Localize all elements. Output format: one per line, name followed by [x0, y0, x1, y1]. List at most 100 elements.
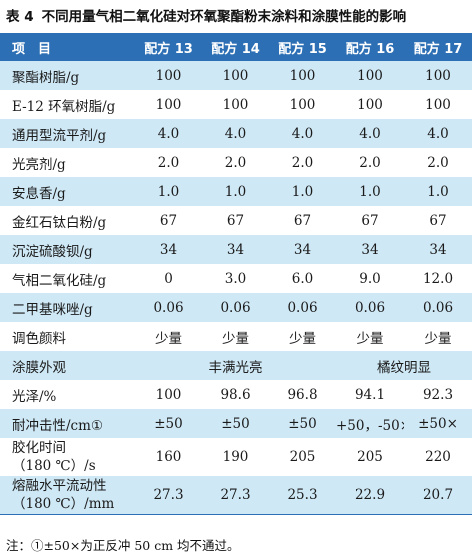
value-cell: 1.0: [157, 183, 180, 200]
value-cell: 160: [155, 449, 182, 465]
value-cell: 100: [222, 96, 249, 113]
table-row: 胶化时间 （180 ℃）/s 160 190 205 205 220: [0, 438, 472, 476]
value-cell: 67: [293, 212, 312, 229]
row-label-line: （180 ℃）/mm: [12, 495, 115, 512]
row-label: 二甲基咪唑/g: [12, 301, 93, 318]
row-label: 调色颜料: [12, 330, 66, 347]
header-cell-formula-16: 配方 16: [336, 33, 404, 61]
value-cell: 1.0: [224, 183, 247, 200]
value-cell: 4.0: [157, 125, 180, 142]
row-label: 耐冲击性/cm①: [12, 417, 104, 434]
value-cell: +50，-50×: [336, 417, 404, 434]
table-row: 沉淀硫酸钡/g 34 34 34 34 34: [0, 235, 472, 264]
value-cell: 1.0: [427, 183, 449, 200]
value-cell: 4.0: [427, 125, 449, 142]
table-row: 气相二氧化硅/g 0 3.0 6.0 9.0 12.0: [0, 264, 472, 293]
header-cell-formula-15: 配方 15: [269, 33, 336, 61]
table-caption: 表 4 不同用量气相二氧化硅对环氧聚酯粉末涂料和涂膜性能的影响: [6, 6, 466, 28]
table-row: 熔融水平流动性 （180 ℃）/mm 27.3 27.3 25.3 22.9 20.7: [0, 476, 472, 515]
value-cell: 94.1: [354, 386, 386, 403]
value-cell: 27.3: [135, 476, 202, 515]
value-cell: 67: [226, 212, 245, 229]
value-cell: 20.7: [404, 476, 472, 515]
table-row: 安息香/g 1.0 1.0 1.0 1.0 1.0: [0, 177, 472, 206]
table-row: 通用型流平剂/g 4.0 4.0 4.0 4.0 4.0: [0, 119, 472, 148]
row-label: 通用型流平剂/g: [12, 127, 107, 144]
table-row: E-12 环氧树脂/g 100 100 100 100 100: [0, 90, 472, 119]
value-cell: 少量: [356, 330, 384, 347]
row-label-line: （180 ℃）/s: [12, 458, 96, 474]
value-cell: 1.0: [359, 183, 381, 200]
value-cell: 3.0: [224, 270, 247, 287]
value-cell: 4.0: [359, 125, 381, 142]
value-cell: 92.3: [422, 386, 454, 403]
row-label: 光泽/%: [12, 388, 57, 405]
value-cell: 2.0: [427, 154, 449, 171]
row-label: 金红石钛白粉/g: [12, 214, 107, 231]
value-cell: 0.06: [422, 299, 454, 316]
value-cell: ±50: [221, 415, 250, 432]
row-label: 气相二氧化硅/g: [12, 272, 107, 289]
row-label: E-12 环氧树脂/g: [12, 98, 116, 115]
value-cell: 34: [429, 241, 447, 258]
row-label: 沉淀硫酸钡/g: [12, 243, 93, 260]
value-cell: 22.9: [336, 476, 404, 515]
value-cell: 少量: [222, 330, 249, 347]
table-row: 耐冲击性/cm① ±50 ±50 ±50 +50，-50× ±50×: [0, 409, 472, 438]
header-row: 项 目 配方 13 配方 14 配方 15 配方 16 配方 17: [0, 33, 472, 61]
value-cell: 205: [357, 449, 383, 465]
value-cell: ±50: [288, 415, 317, 432]
value-cell: ±50: [154, 415, 183, 432]
value-cell: 220: [425, 449, 451, 465]
table-row: 金红石钛白粉/g 67 67 67 67 67: [0, 206, 472, 235]
row-label-line: 熔融水平流动性: [12, 477, 107, 494]
value-cell: 100: [289, 67, 316, 84]
value-cell: 4.0: [291, 125, 314, 142]
value-cell: 100: [357, 96, 383, 113]
value-cell: 100: [155, 386, 182, 403]
table-row: 涂膜外观 丰满光亮 橘纹明显: [0, 351, 472, 380]
table-row: 聚酯树脂/g 100 100 100 100 100: [0, 61, 472, 90]
value-cell: ±50×: [418, 415, 458, 432]
row-label-line: 胶化时间: [12, 440, 66, 456]
value-cell: 2.0: [291, 154, 314, 171]
value-cell: 1.0: [291, 183, 314, 200]
header-cell-item: 项 目: [0, 33, 135, 61]
table-number: 表 4: [6, 9, 34, 25]
value-cell: 34: [226, 241, 245, 258]
value-cell: 2.0: [359, 154, 381, 171]
value-cell: 100: [425, 96, 451, 113]
value-cell: 少量: [424, 330, 452, 347]
value-cell: 2.0: [157, 154, 180, 171]
row-label: 光亮剂/g: [12, 156, 66, 173]
value-cell: 0.06: [354, 299, 386, 316]
table-row: 光亮剂/g 2.0 2.0 2.0 2.0 2.0: [0, 148, 472, 177]
value-cell: 34: [361, 241, 379, 258]
value-cell: 205: [289, 449, 316, 465]
row-label: 涂膜外观: [12, 359, 66, 376]
value-cell: 9.0: [359, 270, 381, 287]
value-cell: 34: [293, 241, 312, 258]
value-cell: 25.3: [269, 476, 336, 515]
value-cell: 0.06: [287, 299, 318, 316]
row-label: 熔融水平流动性 （180 ℃）/mm: [0, 476, 135, 515]
value-cell: 0.06: [220, 299, 251, 316]
value-cell: 2.0: [224, 154, 247, 171]
value-cell: 少量: [155, 330, 182, 347]
table-row: 调色颜料 少量 少量 少量 少量 少量: [0, 322, 472, 351]
value-cell: 4.0: [224, 125, 247, 142]
appearance-group-orange-peel: 橘纹明显: [377, 359, 431, 376]
value-cell: 67: [429, 212, 447, 229]
appearance-group-glossy: 丰满光亮: [208, 359, 263, 376]
value-cell: 0.06: [153, 299, 184, 316]
value-cell: 100: [222, 67, 249, 84]
value-cell: 67: [361, 212, 379, 229]
value-cell: 98.6: [220, 386, 251, 403]
table-row: 光泽/% 100 98.6 96.8 94.1 92.3: [0, 380, 472, 409]
table-row: 二甲基咪唑/g 0.06 0.06 0.06 0.06 0.06: [0, 293, 472, 322]
table-title: 不同用量气相二氧化硅对环氧聚酯粉末涂料和涂膜性能的影响: [41, 9, 407, 25]
table-footnote: 注：①±50×为正反冲 50 cm 均不通过。: [6, 538, 240, 553]
value-cell: 100: [289, 96, 316, 113]
data-table: 项 目 配方 13 配方 14 配方 15 配方 16 配方 17 聚酯树脂/g…: [0, 33, 472, 515]
value-cell: 0: [164, 270, 173, 287]
